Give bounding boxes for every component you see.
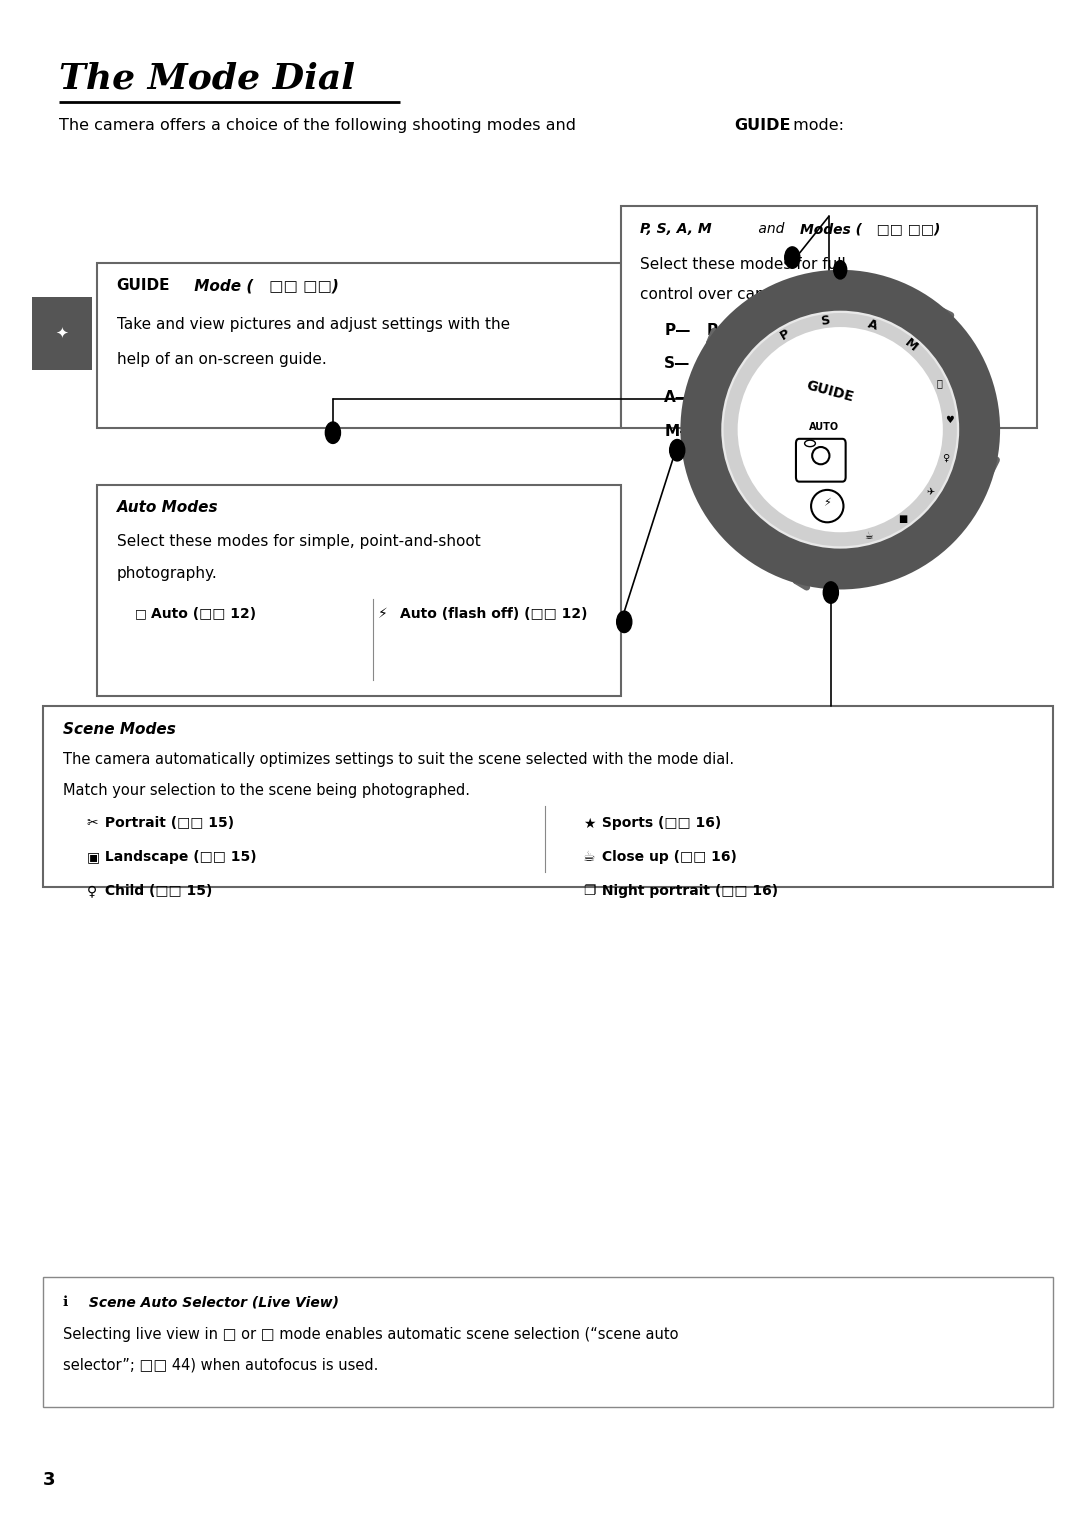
FancyArrowPatch shape xyxy=(796,460,997,587)
Text: The Mode Dial: The Mode Dial xyxy=(59,61,355,95)
Text: Auto (□□ 12): Auto (□□ 12) xyxy=(151,607,256,621)
Ellipse shape xyxy=(680,269,1000,590)
Text: ✂: ✂ xyxy=(86,816,98,830)
Text: AUTO: AUTO xyxy=(809,422,839,431)
Text: help of an on-screen guide.: help of an on-screen guide. xyxy=(117,352,326,367)
Ellipse shape xyxy=(721,310,959,549)
Text: Sports (□□ 16): Sports (□□ 16) xyxy=(597,816,721,830)
Text: Select these modes for full: Select these modes for full xyxy=(640,257,847,272)
Text: and: and xyxy=(754,222,788,235)
Text: Close up (□□ 16): Close up (□□ 16) xyxy=(597,850,738,864)
Circle shape xyxy=(823,583,838,604)
Text: selector”; □□ 44) when autofocus is used.: selector”; □□ 44) when autofocus is used… xyxy=(63,1358,378,1373)
Text: ☕: ☕ xyxy=(864,531,873,541)
Text: ✈: ✈ xyxy=(926,488,934,497)
Text: P: P xyxy=(779,327,793,342)
Text: mode:: mode: xyxy=(788,118,845,133)
Ellipse shape xyxy=(738,327,943,532)
Ellipse shape xyxy=(805,440,815,446)
Text: ❐: ❐ xyxy=(583,884,596,898)
FancyBboxPatch shape xyxy=(43,1277,1053,1407)
Text: ℹ: ℹ xyxy=(63,1295,68,1309)
Text: control over camera settings.: control over camera settings. xyxy=(640,287,866,303)
Text: ★: ★ xyxy=(583,816,596,830)
Text: GUIDE: GUIDE xyxy=(734,118,791,133)
Text: ☕: ☕ xyxy=(583,850,596,864)
Text: Modes (   □□ □□): Modes ( □□ □□) xyxy=(800,222,941,235)
Text: Child (□□ 15): Child (□□ 15) xyxy=(100,884,213,898)
Circle shape xyxy=(617,612,632,633)
Text: The camera automatically optimizes settings to suit the scene selected with the : The camera automatically optimizes setti… xyxy=(63,752,733,768)
Text: P—: P— xyxy=(664,323,691,338)
Text: photography.: photography. xyxy=(117,566,217,581)
Text: Landscape (□□ 15): Landscape (□□ 15) xyxy=(100,850,257,864)
Text: ⚡: ⚡ xyxy=(823,498,832,508)
Text: M—: M— xyxy=(664,424,694,439)
Text: Programmed auto: Programmed auto xyxy=(707,323,862,338)
Text: 3: 3 xyxy=(43,1471,56,1489)
Text: Aperture-priority auto: Aperture-priority auto xyxy=(707,390,899,405)
Text: P, S, A, M: P, S, A, M xyxy=(640,222,712,235)
FancyBboxPatch shape xyxy=(97,485,621,696)
FancyArrowPatch shape xyxy=(710,287,950,342)
FancyBboxPatch shape xyxy=(97,263,621,428)
Circle shape xyxy=(325,422,340,443)
Text: Match your selection to the scene being photographed.: Match your selection to the scene being … xyxy=(63,783,470,798)
Text: S—: S— xyxy=(664,356,690,372)
Text: GUIDE: GUIDE xyxy=(805,378,854,405)
Text: ♀: ♀ xyxy=(86,884,96,898)
Text: ♀: ♀ xyxy=(943,453,949,463)
Text: Auto Modes: Auto Modes xyxy=(117,500,218,515)
Text: Shutter-priority auto: Shutter-priority auto xyxy=(707,356,888,372)
Text: ✦: ✦ xyxy=(56,326,68,341)
Text: M: M xyxy=(902,336,920,355)
FancyBboxPatch shape xyxy=(43,706,1053,887)
Text: Auto (flash off) (□□ 12): Auto (flash off) (□□ 12) xyxy=(400,607,588,621)
Text: Scene Modes: Scene Modes xyxy=(63,722,176,737)
Circle shape xyxy=(834,260,847,278)
FancyBboxPatch shape xyxy=(32,297,92,370)
Text: Scene Auto Selector (Live View): Scene Auto Selector (Live View) xyxy=(84,1295,339,1309)
Text: Select these modes for simple, point-and-shoot: Select these modes for simple, point-and… xyxy=(117,534,481,549)
FancyBboxPatch shape xyxy=(796,439,846,482)
Text: Mode (   □□ □□): Mode ( □□ □□) xyxy=(189,278,339,294)
Text: ⚡: ⚡ xyxy=(378,607,388,621)
Text: A—: A— xyxy=(664,390,691,405)
Circle shape xyxy=(670,439,685,460)
Circle shape xyxy=(785,246,800,268)
Text: Night portrait (□□ 16): Night portrait (□□ 16) xyxy=(597,884,779,898)
Text: The camera offers a choice of the following shooting modes and: The camera offers a choice of the follow… xyxy=(59,118,581,133)
Ellipse shape xyxy=(724,313,957,546)
Text: ▣: ▣ xyxy=(86,850,99,864)
Text: ■: ■ xyxy=(899,514,908,524)
Text: □: □ xyxy=(135,607,147,621)
Text: Take and view pictures and adjust settings with the: Take and view pictures and adjust settin… xyxy=(117,317,510,332)
FancyBboxPatch shape xyxy=(621,206,1037,428)
Text: A: A xyxy=(866,317,879,332)
Text: S: S xyxy=(820,313,831,329)
Text: Selecting live view in □ or □ mode enables automatic scene selection (“scene aut: Selecting live view in □ or □ mode enabl… xyxy=(63,1327,678,1342)
Text: Portrait (□□ 15): Portrait (□□ 15) xyxy=(100,816,234,830)
Text: ♥: ♥ xyxy=(945,414,954,425)
Text: 📷: 📷 xyxy=(936,378,943,388)
Text: GUIDE: GUIDE xyxy=(117,278,171,294)
Text: Manual: Manual xyxy=(707,424,770,439)
